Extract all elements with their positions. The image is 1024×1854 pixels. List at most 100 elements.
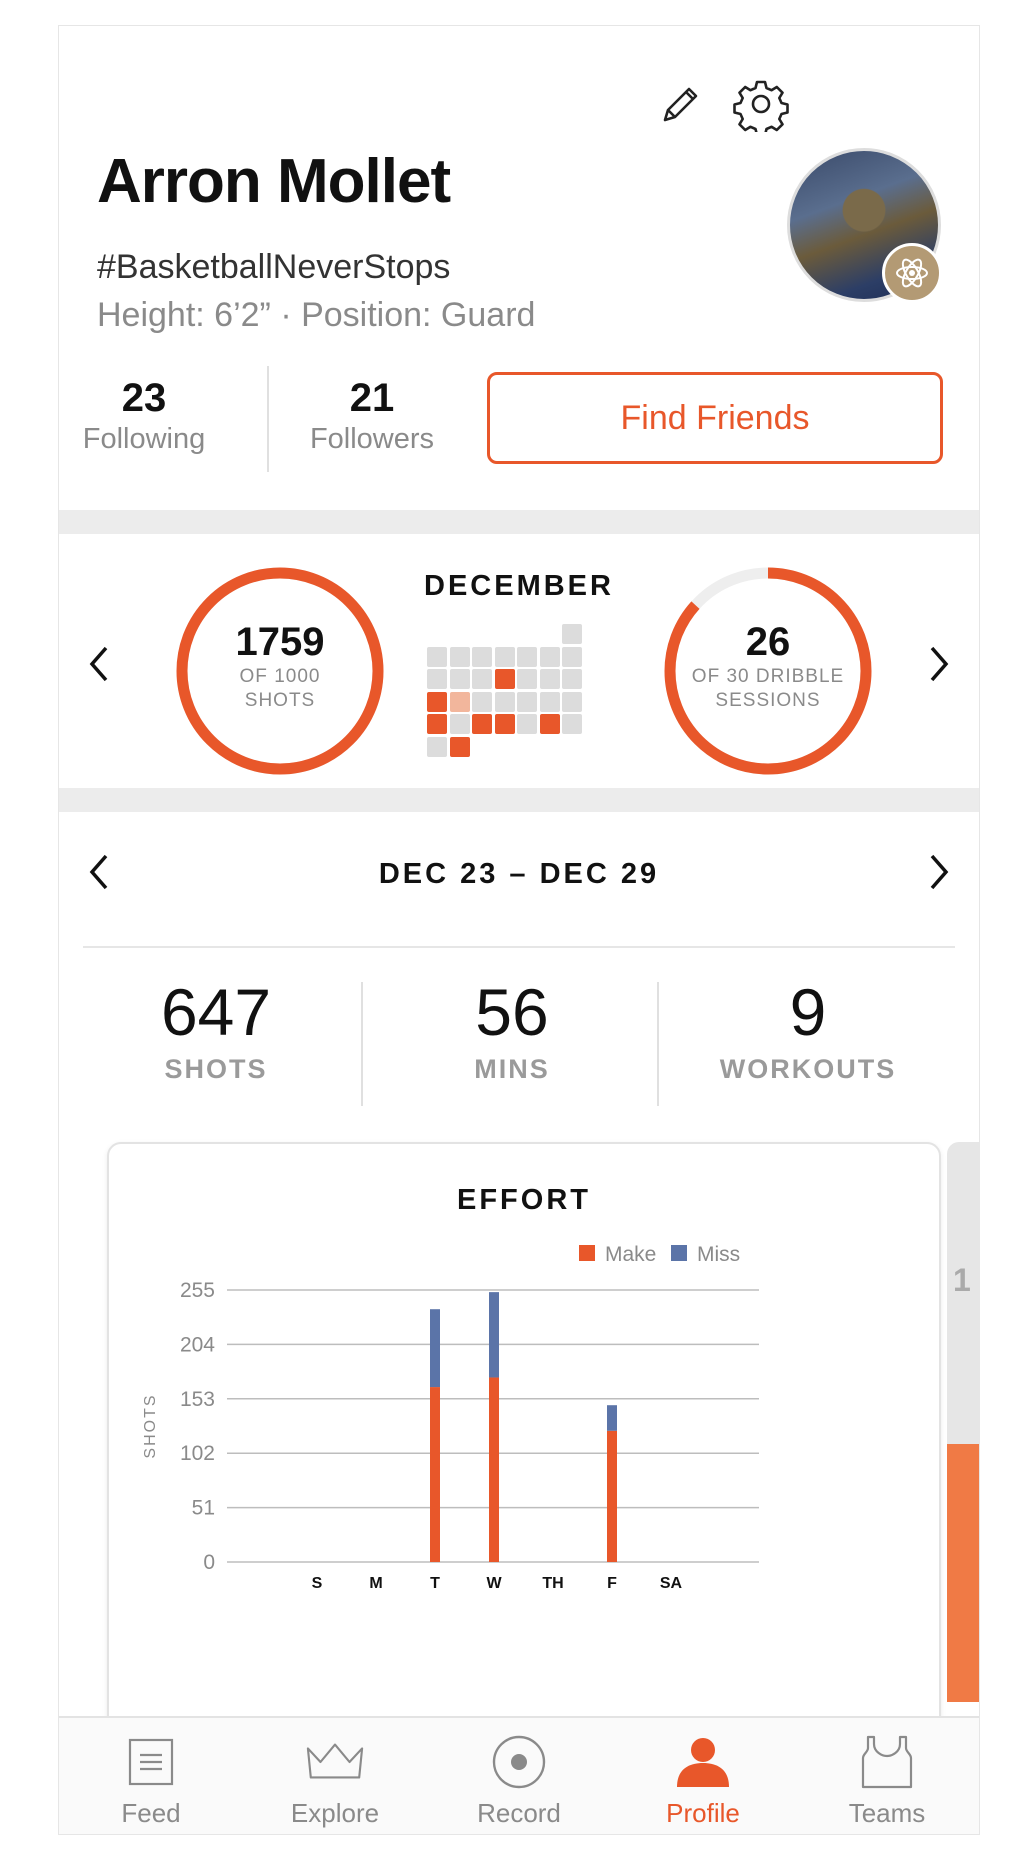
stat-divider (267, 366, 269, 472)
week-mins-label: MINS (474, 1054, 550, 1084)
week-prev-chevron-icon[interactable] (77, 842, 121, 902)
profile-meta: Height: 6’2” · Position: Guard (97, 296, 536, 334)
calendar-day-cell (449, 669, 470, 689)
calendar-day-cell (562, 691, 582, 712)
crown-icon (305, 1734, 365, 1790)
week-range-title: DEC 23 – DEC 29 (378, 858, 660, 890)
week-workouts-stat: 9 WORKOUTS (663, 974, 953, 1085)
week-mins-stat: 56 MINS (367, 974, 657, 1085)
feed-icon (121, 1734, 181, 1790)
calendar-day-cell (562, 669, 582, 689)
side-card-bar (947, 1444, 979, 1702)
calendar-day-cell (539, 646, 560, 667)
legend-swatch (671, 1245, 687, 1261)
find-friends-button[interactable]: Find Friends (487, 372, 943, 464)
month-title: DECEMBER (424, 570, 614, 602)
y-tick-label: 255 (180, 1279, 215, 1302)
shots-value: 1759 (235, 620, 325, 664)
chart-title: EFFORT (457, 1184, 591, 1216)
calendar-day-cell (427, 736, 447, 757)
calendar-day-cell (494, 669, 515, 689)
shots-progress-ring (176, 567, 384, 775)
tab-record-label: Record (477, 1798, 561, 1828)
y-tick-label: 102 (180, 1442, 215, 1465)
app-screen: Arron Mollet #BasketballNeverStops Heigh… (59, 26, 979, 1834)
side-card-digit: 1 (953, 1262, 971, 1298)
stat-divider (657, 982, 659, 1106)
week-next-chevron-icon[interactable] (917, 842, 961, 902)
week-shots-stat: 647 SHOTS (71, 974, 361, 1085)
dribble-ring-label: 26 OF 30 DRIBBLE SESSIONS (663, 620, 873, 713)
week-workouts-label: WORKOUTS (719, 1054, 897, 1084)
calendar-day-cell (517, 669, 537, 689)
record-icon (489, 1734, 549, 1790)
month-next-chevron-icon[interactable] (917, 634, 961, 694)
tab-feed-label: Feed (121, 1798, 181, 1828)
atom-badge-icon (882, 243, 942, 303)
calendar-day-cell (562, 714, 582, 734)
following-stat[interactable]: 23 Following (59, 376, 229, 456)
calendar-day-cell (562, 646, 582, 667)
calendar-day-cell (449, 736, 470, 757)
legend-label: Make (605, 1243, 656, 1266)
calendar-day-cell (472, 714, 492, 734)
tab-teams-label: Teams (848, 1798, 926, 1828)
calendar-day-cell (517, 714, 537, 734)
followers-stat[interactable]: 21 Followers (287, 376, 457, 456)
edit-icon[interactable] (651, 74, 711, 134)
legend-label: Miss (697, 1243, 740, 1266)
dribble-value: 26 (745, 620, 791, 664)
tab-explore-label: Explore (290, 1798, 380, 1828)
avatar[interactable] (787, 148, 942, 303)
bar-miss (489, 1292, 499, 1378)
profile-tagline: #BasketballNeverStops (97, 248, 451, 286)
y-tick-label: 204 (180, 1333, 215, 1356)
bar-miss (430, 1309, 440, 1388)
x-tick-label: S (312, 1575, 323, 1592)
calendar-day-cell (427, 669, 447, 689)
calendar-day-cell (427, 691, 447, 712)
bar-miss (607, 1405, 617, 1431)
x-tick-label: F (607, 1575, 617, 1592)
bar-make (489, 1377, 499, 1562)
calendar-day-cell (494, 714, 515, 734)
tab-record[interactable]: Record (427, 1718, 611, 1834)
y-tick-label: 0 (203, 1551, 215, 1574)
tab-feed[interactable]: Feed (59, 1718, 243, 1834)
next-chart-card-peek[interactable]: 1 (947, 1142, 979, 1702)
calendar-day-cell (427, 714, 447, 734)
gear-icon[interactable] (731, 74, 791, 134)
calendar-day-cell (472, 646, 492, 667)
calendar-day-cell (494, 646, 515, 667)
x-tick-label: W (486, 1575, 502, 1592)
calendar-day-cell (449, 646, 470, 667)
profile-icon (673, 1734, 733, 1790)
calendar-day-cell (562, 624, 582, 644)
month-prev-chevron-icon[interactable] (77, 634, 121, 694)
bottom-tab-bar: Feed Explore Record Profile Teams (59, 1716, 979, 1834)
week-shots-label: SHOTS (164, 1054, 268, 1084)
calendar-day-cell (494, 691, 515, 712)
dribble-goal: OF 30 DRIBBLE (691, 666, 845, 687)
week-mins-value: 56 (475, 975, 549, 1049)
tab-profile[interactable]: Profile (611, 1718, 795, 1834)
tab-teams[interactable]: Teams (795, 1718, 979, 1834)
week-workouts-value: 9 (789, 975, 827, 1049)
y-tick-label: 51 (192, 1497, 215, 1520)
calendar-day-cell (449, 714, 470, 734)
jersey-icon (857, 1734, 917, 1790)
calendar-day-cell (517, 691, 537, 712)
bar-make (607, 1430, 617, 1562)
x-tick-label: T (430, 1575, 440, 1592)
y-tick-label: 153 (180, 1388, 215, 1411)
tab-explore[interactable]: Explore (243, 1718, 427, 1834)
calendar-day-cell (517, 646, 537, 667)
bar-make (430, 1387, 440, 1562)
profile-header: Arron Mollet #BasketballNeverStops Heigh… (59, 26, 979, 510)
x-tick-label: SA (660, 1575, 683, 1592)
dribble-unit: SESSIONS (715, 690, 821, 711)
calendar-day-cell (472, 691, 492, 712)
followers-label: Followers (309, 423, 435, 455)
following-count: 23 (121, 376, 167, 420)
effort-chart: 0 51 102 153 204 255 SHOTS S M T W TH F SA Make Miss (142, 1243, 759, 1592)
